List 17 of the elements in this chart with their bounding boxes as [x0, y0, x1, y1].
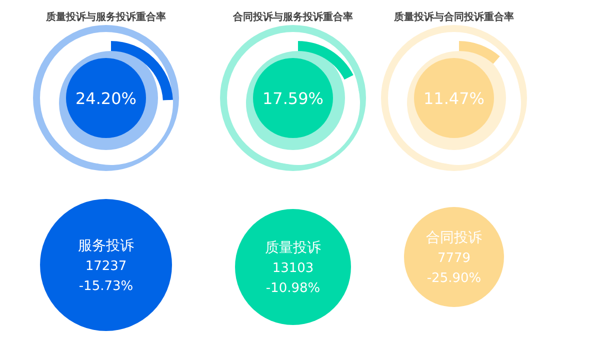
chart-title: 合同投诉与服务投诉重合率: [232, 10, 354, 24]
text: -15.73%: [78, 279, 134, 294]
text: 11.47%: [423, 89, 485, 108]
text: 合同投诉: [426, 230, 482, 246]
text: 服务投诉: [78, 238, 134, 254]
chart-title: 质量投诉与服务投诉重合率: [45, 10, 167, 24]
text: 17.59%: [262, 89, 324, 108]
text: -25.90%: [426, 271, 482, 286]
chart-title: 质量投诉与合同投诉重合率: [393, 10, 515, 24]
text: 质量投诉: [265, 240, 321, 256]
text: 24.20%: [75, 89, 137, 108]
donut-slice: [298, 41, 354, 80]
text: 7779: [437, 251, 471, 266]
text: 17237: [85, 259, 127, 274]
text: 13103: [272, 261, 314, 276]
text: -10.98%: [266, 281, 320, 296]
donut-slice: [459, 41, 500, 64]
